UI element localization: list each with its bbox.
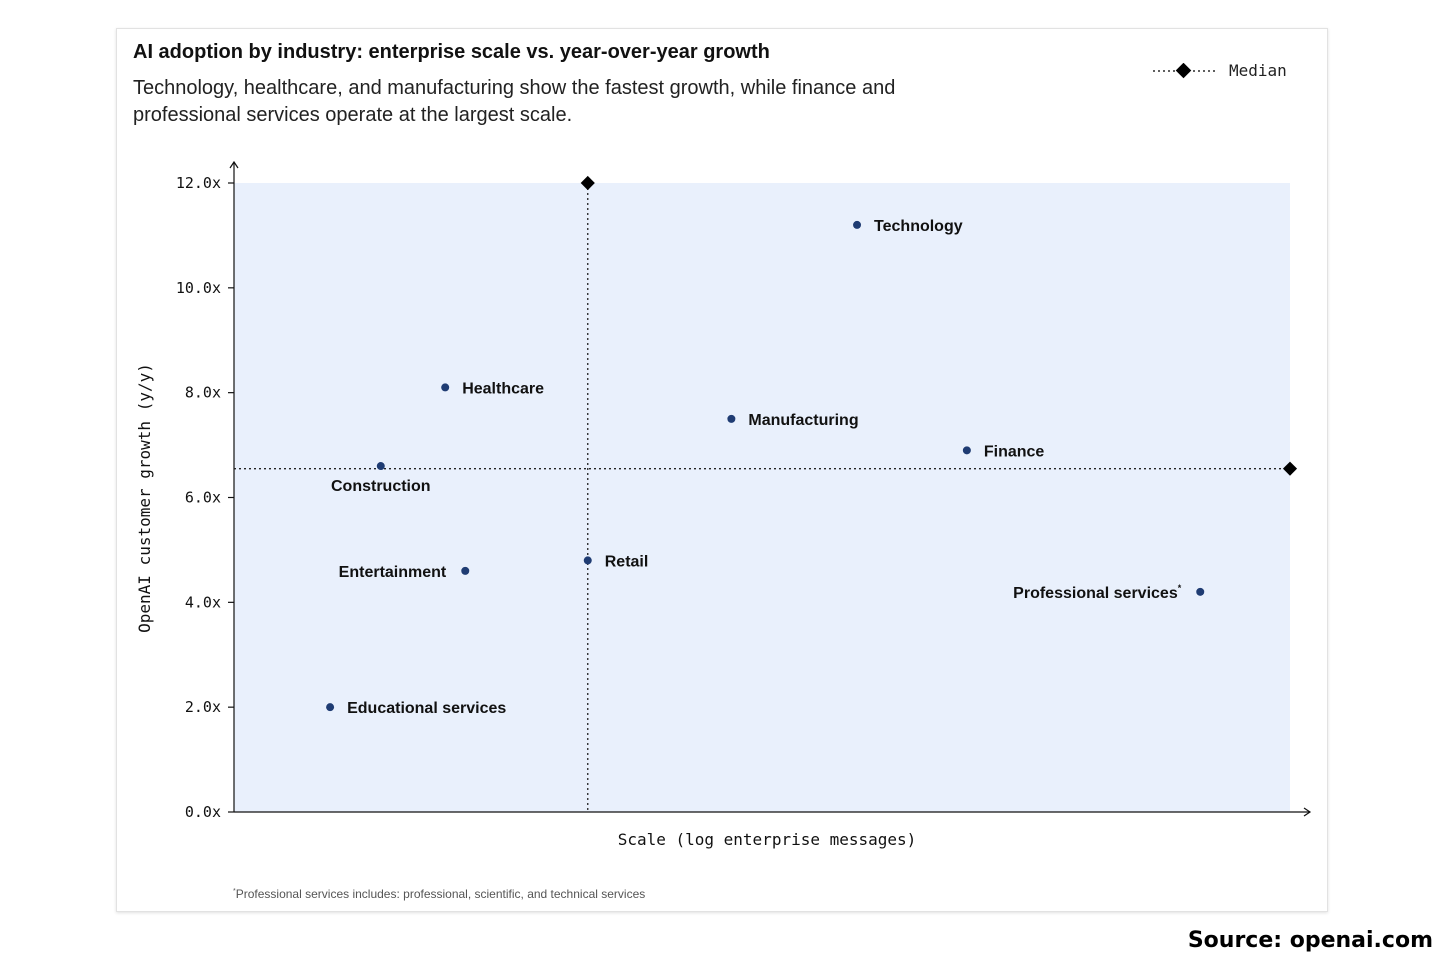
footnote: *Professional services includes: profess…	[233, 887, 645, 901]
data-point-label: Retail	[605, 553, 649, 570]
data-point-label: Manufacturing	[748, 412, 858, 429]
legend-median-label: Median	[1229, 61, 1287, 80]
data-point	[727, 414, 736, 423]
plot-area	[234, 183, 1290, 812]
footnote-text: Professional services includes: professi…	[235, 887, 646, 901]
y-tick-label: 8.0x	[185, 384, 221, 402]
y-axis-title: OpenAI customer growth (y/y)	[135, 363, 154, 633]
data-point-label: Finance	[984, 443, 1045, 460]
data-point-footnote-marker: *	[1178, 583, 1182, 593]
data-point	[1196, 587, 1205, 596]
y-tick-label: 4.0x	[185, 593, 221, 611]
median-legend-icon	[1153, 62, 1215, 78]
data-point-label: Healthcare	[462, 380, 544, 397]
y-tick-label: 10.0x	[176, 279, 221, 297]
data-point	[461, 566, 470, 575]
x-axis-title: Scale (log enterprise messages)	[618, 830, 917, 849]
data-point-label: Technology	[874, 218, 963, 235]
median-marker-y	[1282, 461, 1298, 476]
y-tick-label: 0.0x	[185, 803, 221, 821]
median-marker-x	[580, 175, 595, 191]
data-point-label: Educational services	[347, 700, 506, 717]
y-tick-label: 2.0x	[185, 698, 221, 716]
data-point	[853, 220, 862, 229]
y-tick-label: 6.0x	[185, 489, 221, 507]
legend: Median	[1153, 61, 1287, 80]
data-point-label: Professional services*	[1013, 583, 1182, 602]
chart-title: AI adoption by industry: enterprise scal…	[133, 41, 770, 63]
data-point	[962, 446, 971, 455]
data-point	[376, 462, 385, 471]
y-tick-label: 12.0x	[176, 174, 221, 192]
y-axis-arrow	[229, 160, 239, 169]
data-point-label: Entertainment	[339, 564, 447, 581]
chart-subtitle: Technology, healthcare, and manufacturin…	[133, 77, 896, 126]
data-point	[583, 556, 592, 565]
x-axis-arrow	[1303, 807, 1312, 817]
source-credit: Source: openai.com	[1187, 928, 1433, 953]
data-point	[326, 703, 335, 712]
data-point-label: Construction	[331, 478, 431, 495]
footnote-marker: *	[233, 888, 236, 895]
data-point	[441, 383, 450, 392]
